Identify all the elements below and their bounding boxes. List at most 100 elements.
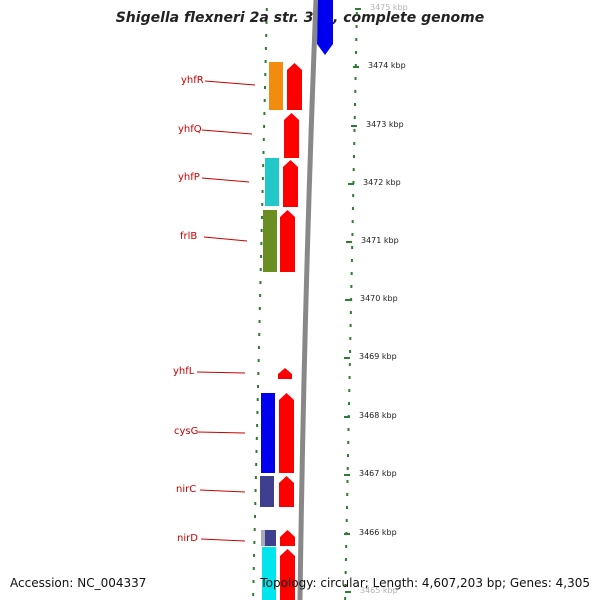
tick-dot bbox=[263, 86, 266, 89]
tick-dot bbox=[351, 246, 354, 249]
scale-label: 3466 kbp bbox=[359, 528, 397, 537]
tick-dot bbox=[257, 346, 260, 349]
tick-dot bbox=[257, 372, 260, 375]
tick-dot bbox=[352, 194, 355, 197]
leader-line bbox=[197, 431, 246, 434]
tick-dot bbox=[353, 129, 356, 132]
tick-dot bbox=[257, 359, 260, 362]
scale-label: 3468 kbp bbox=[359, 411, 397, 420]
tick-dot bbox=[354, 64, 357, 67]
tick-dot bbox=[264, 73, 267, 76]
tick-dots-right bbox=[344, 8, 361, 600]
tick-dot bbox=[345, 519, 348, 522]
gene-label-yhfL[interactable]: yhfL bbox=[173, 366, 195, 377]
tick-dot bbox=[262, 151, 265, 154]
tick-dot bbox=[349, 350, 352, 353]
scale-major-tick bbox=[351, 125, 357, 127]
tick-dot bbox=[264, 47, 267, 50]
tick-dot bbox=[355, 51, 358, 54]
genome-title: Shigella flexneri 2a str. 301, complete … bbox=[115, 10, 485, 26]
gene-label-nirC[interactable]: nirC bbox=[176, 484, 197, 495]
tick-dot bbox=[264, 60, 267, 63]
scale-major-tick bbox=[346, 241, 352, 243]
gene-label-frlB[interactable]: frlB bbox=[180, 231, 198, 242]
yhfR-cog-bar bbox=[269, 62, 283, 110]
tick-dot bbox=[354, 103, 357, 106]
gene-label-nirD[interactable]: nirD bbox=[177, 533, 198, 544]
tick-dot bbox=[352, 155, 355, 158]
tick-dot bbox=[260, 216, 263, 219]
leader-line bbox=[203, 236, 248, 242]
gene-label-yhfQ[interactable]: yhfQ bbox=[178, 124, 202, 135]
tick-dot bbox=[265, 8, 268, 11]
tick-dot bbox=[349, 324, 352, 327]
scale-label: 3470 kbp bbox=[360, 294, 398, 303]
tick-dot bbox=[349, 311, 352, 314]
tick-dot bbox=[354, 90, 357, 93]
tick-dot bbox=[345, 545, 348, 548]
tick-dot bbox=[348, 376, 351, 379]
tick-dot bbox=[262, 138, 265, 141]
gene-label-yhfP[interactable]: yhfP bbox=[178, 172, 200, 183]
tick-dot bbox=[265, 21, 268, 24]
topology-text: Topology: circular; Length: 4,607,203 bp… bbox=[260, 576, 590, 590]
leader-line bbox=[200, 538, 246, 542]
tick-dot bbox=[347, 454, 349, 457]
tick-dot bbox=[252, 567, 255, 570]
scale-label: 3473 kbp bbox=[366, 120, 404, 129]
strand-gene-arrow bbox=[287, 63, 302, 110]
tick-dot bbox=[261, 177, 264, 180]
scale-major-tick bbox=[345, 591, 351, 593]
scale-major-tick bbox=[344, 416, 350, 418]
gene-label-cysG[interactable]: cysG bbox=[174, 426, 199, 437]
tick-dot bbox=[355, 25, 358, 28]
top-blue-gene-arrow bbox=[317, 0, 333, 55]
tick-dot bbox=[350, 259, 353, 262]
scale-label: 3471 kbp bbox=[361, 236, 399, 245]
tick-dot bbox=[351, 207, 354, 210]
tick-dots-left bbox=[252, 8, 268, 596]
tick-dot bbox=[352, 181, 355, 184]
tick-dot bbox=[254, 489, 257, 492]
leader-line bbox=[199, 489, 246, 493]
tick-dot bbox=[355, 38, 358, 41]
tick-dot bbox=[351, 233, 354, 236]
strand-gene-arrow bbox=[280, 549, 295, 600]
tick-dot bbox=[260, 242, 263, 245]
tick-dot bbox=[253, 515, 256, 518]
leader-line bbox=[196, 371, 246, 374]
scale-major-tick bbox=[344, 533, 350, 535]
tick-dot bbox=[254, 476, 257, 479]
scale-label: 3469 kbp bbox=[359, 352, 397, 361]
gene-label-yhfR[interactable]: yhfR bbox=[181, 75, 204, 86]
tick-dot bbox=[256, 411, 259, 414]
nirD-upper-cog-bar-light bbox=[261, 530, 265, 546]
tick-dot bbox=[261, 203, 264, 206]
tick-dot bbox=[351, 220, 354, 223]
tick-dot bbox=[265, 34, 268, 37]
scale-label: 3465 kbp bbox=[360, 586, 398, 595]
nirD-upper-cog-bar bbox=[264, 530, 276, 546]
cysG-cog-bar bbox=[261, 393, 275, 473]
tick-dot bbox=[262, 164, 265, 167]
frlB-cog-bar bbox=[263, 210, 277, 272]
scale-major-tick bbox=[355, 8, 361, 10]
tick-dot bbox=[253, 554, 256, 557]
tick-dot bbox=[263, 125, 266, 128]
tick-dot bbox=[350, 298, 353, 301]
strand-gene-arrow bbox=[279, 393, 294, 473]
tick-dot bbox=[347, 428, 350, 431]
strand-gene-arrow bbox=[279, 476, 294, 507]
scale-label: 3475 kbp bbox=[370, 3, 408, 12]
scale-major-tick bbox=[348, 183, 354, 185]
tick-dot bbox=[253, 541, 256, 544]
tick-dot bbox=[348, 363, 351, 366]
yhfP-cog-bar bbox=[265, 158, 279, 206]
tick-dot bbox=[355, 12, 358, 15]
tick-dot bbox=[257, 385, 260, 388]
nirC-cog-bar bbox=[260, 476, 274, 507]
tick-dot bbox=[258, 320, 261, 323]
cog-feature-track bbox=[260, 62, 283, 600]
leader-line bbox=[201, 177, 250, 183]
tick-dot bbox=[256, 398, 259, 401]
